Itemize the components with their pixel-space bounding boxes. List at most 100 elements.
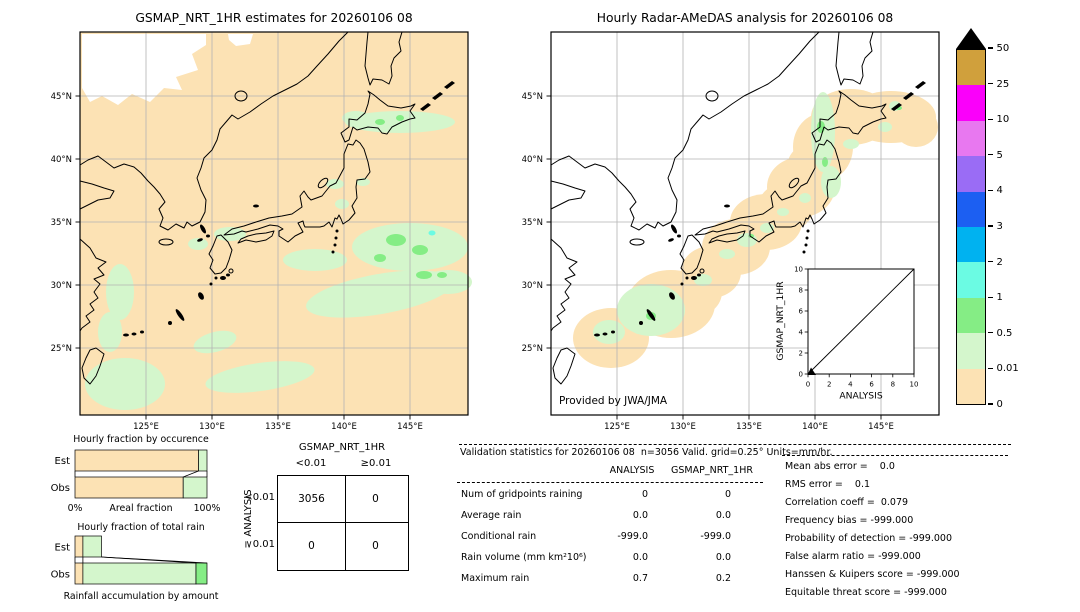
lon-tick-label: 140°E (331, 422, 357, 432)
score-line: Probability of detection = -999.000 (785, 533, 952, 544)
totalrain-x-axis-label: Rainfall accumulation by amount (64, 591, 219, 602)
stats-col-gsmap: GSMAP_NRT_1HR (671, 465, 753, 476)
stats-col-analysis: ANALYSIS (609, 465, 655, 476)
contingency-table: GSMAP_NRT_1HR <0.01 ≥0.01 ANALYSIS <0.01… (235, 440, 420, 600)
stats-value-analysis: 0.0 (632, 510, 648, 521)
dashed-rule (782, 455, 1008, 456)
stats-row-label: Rain volume (mm km²10⁶) (461, 552, 587, 563)
grid-divider-horizontal (278, 521, 408, 523)
colorbar-tick: 3 (988, 221, 1003, 233)
lon-tick-label: 130°E (670, 422, 696, 432)
stats-value-gsmap: 0 (724, 489, 731, 500)
totalrain-bars (74, 535, 208, 585)
lon-tick-label: 135°E (265, 422, 291, 432)
dashed-rule (457, 482, 763, 483)
inset-y-tick: 2 (799, 350, 803, 358)
gsmap-light-rain-areas (85, 111, 472, 410)
grid-divider-vertical (344, 476, 346, 570)
stats-row-label: Average rain (461, 510, 522, 521)
fraction-charts: Hourly fraction by occurence Est Obs 0% … (51, 434, 221, 602)
lat-tick-label: 40°N (51, 155, 72, 165)
inset-ticks (804, 268, 915, 378)
totalrain-chart-title: Hourly fraction of total rain (77, 522, 204, 533)
lat-tick-label: 30°N (51, 281, 72, 291)
colorbar-tick: 1 (988, 292, 1003, 304)
lat-tick-label: 30°N (522, 281, 543, 291)
lat-tick-label: 35°N (51, 218, 72, 228)
colorbar-tick: 0.5 (988, 328, 1012, 340)
colorbar-segment (957, 191, 985, 228)
contingency-title: GSMAP_NRT_1HR (298, 442, 386, 453)
lon-tick-label: 130°E (199, 422, 225, 432)
score-line: Frequency bias = -999.000 (785, 515, 914, 526)
contingency-row-label: <0.01 (244, 492, 275, 503)
colorbar-segment (957, 227, 985, 263)
inset-y-tick: 10 (794, 266, 803, 274)
lat-tick-label: 25°N (51, 344, 72, 354)
colorbar-segment (957, 333, 985, 369)
colorbar-tick: 4 (988, 185, 1003, 197)
stats-value-analysis: 0 (641, 489, 648, 500)
row-label-est: Est (55, 456, 71, 467)
colorbar-segment (957, 120, 985, 157)
score-line: Equitable threat score = -999.000 (785, 587, 947, 598)
lat-tick-label: 40°N (522, 155, 543, 165)
lat-tick-label: 45°N (51, 92, 72, 102)
colorbar-over-max-triangle (956, 28, 986, 49)
score-line: Correlation coeff = 0.079 (785, 497, 909, 508)
colorbar-segment (957, 50, 985, 86)
stats-value-analysis: 0.7 (632, 573, 648, 584)
row-threshold: 0.01 (252, 539, 275, 550)
stats-value-gsmap: 0.0 (715, 510, 731, 521)
dashed-rule (459, 444, 1011, 445)
colorbar-segment (957, 85, 985, 121)
score-line: Hanssen & Kuipers score = -999.000 (785, 569, 960, 580)
lat-tick-label: 25°N (522, 344, 543, 354)
inset-scatter: 0 2 4 6 8 10 0 2 4 6 8 10 ANALYSIS GSMAP… (775, 266, 918, 402)
occurrence-x-axis-label: Areal fraction (109, 503, 172, 514)
inset-x-tick: 0 (806, 381, 810, 389)
scatter-points-marker (807, 367, 816, 375)
lon-tick-label: 145°E (397, 422, 423, 432)
map-border (550, 31, 940, 416)
inset-x-tick: 6 (869, 381, 874, 389)
stats-value-gsmap: 0.0 (715, 552, 731, 563)
stats-row-label: Maximum rain (461, 573, 530, 584)
validation-statistics: Validation statistics for 20260106 08 n=… (455, 438, 1017, 610)
lon-tick-label: 125°E (133, 422, 159, 432)
colorbar-tick: 5 (988, 150, 1003, 162)
inset-y-tick: 0 (799, 371, 803, 379)
row-label-obs: Obs (51, 570, 70, 581)
inset-y-tick: 4 (799, 329, 804, 337)
inset-x-tick: 2 (827, 381, 831, 389)
inset-y-tick: 6 (799, 308, 804, 316)
contingency-row-label: ≥0.01 (241, 539, 275, 550)
gsmap-missing-data-region (82, 34, 253, 105)
colorbar-tick: 50 (988, 43, 1009, 55)
occurrence-bars (74, 449, 208, 499)
colorbar-tick: 25 (988, 79, 1009, 91)
lat-tick-label: 45°N (522, 92, 543, 102)
inset-x-tick: 8 (891, 381, 895, 389)
occurrence-chart-title: Hourly fraction by occurence (73, 434, 209, 445)
row-label-est: Est (55, 543, 71, 554)
stats-row-label: Num of gridpoints raining (461, 489, 583, 500)
inset-x-axis-label: ANALYSIS (839, 391, 882, 402)
gsmap-map: GSMAP_NRT_1HR estimates for 20260106 08 … (51, 11, 472, 432)
stats-value-gsmap: 0.2 (715, 573, 731, 584)
geq-sign: ≥ (243, 540, 255, 549)
contingency-value: 0 (308, 540, 315, 552)
colorbar-segment (957, 156, 985, 192)
gsmap-map-title: GSMAP_NRT_1HR estimates for 20260106 08 (135, 11, 412, 25)
colorbar-segment (957, 368, 985, 405)
x-axis-min-label: 0% (68, 503, 83, 514)
colorbar-bar (956, 49, 986, 405)
contingency-value: 0 (372, 493, 379, 505)
inset-y-tick: 8 (799, 287, 803, 295)
inset-y-axis-label: GSMAP_NRT_1HR (775, 281, 786, 361)
colorbar: 50 25 10 5 4 3 2 1 0.5 0.01 0 (956, 24, 1076, 424)
contingency-grid: 3056 0 0 0 (277, 475, 409, 571)
score-line: RMS error = 0.1 (785, 479, 871, 490)
colorbar-tick: 2 (988, 257, 1003, 269)
inset-x-tick: 4 (848, 381, 853, 389)
